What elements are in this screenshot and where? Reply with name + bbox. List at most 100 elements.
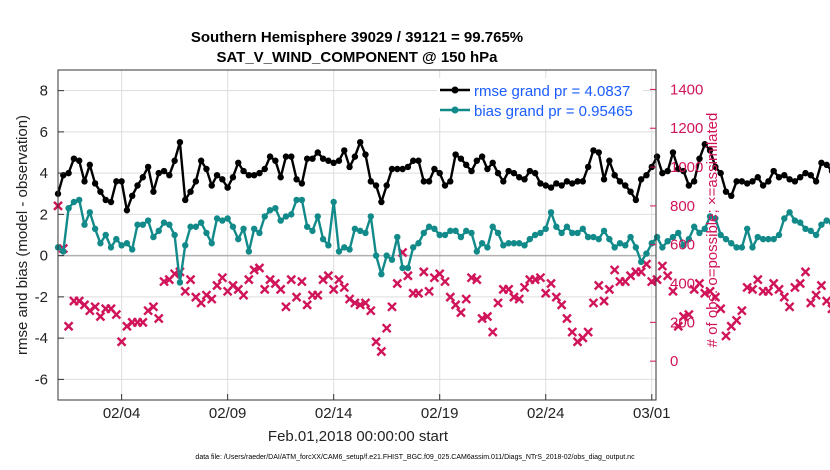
obs-count-marker [387, 301, 397, 312]
rmse-point [282, 153, 290, 160]
bias-point [383, 252, 390, 259]
bias-point [807, 227, 815, 235]
rmse-point [637, 176, 645, 183]
obs-count-marker [466, 272, 477, 283]
obs-count-marker [63, 321, 74, 332]
obs-count-marker [567, 327, 578, 337]
bias-point [648, 240, 655, 247]
rmse-point [155, 169, 162, 177]
bias-point [107, 244, 115, 251]
rmse-point [129, 192, 136, 200]
rmse-point [521, 176, 528, 183]
rmse-point [802, 169, 809, 177]
x-tick-label: 03/01 [633, 405, 671, 422]
rmse-point [590, 147, 597, 154]
bias-point [627, 233, 634, 241]
bias-point [484, 244, 491, 251]
rmse-point [298, 180, 306, 187]
obs-count-marker [747, 284, 758, 295]
obs-count-marker [445, 292, 456, 302]
obs-count-marker [593, 280, 604, 291]
bias-point [129, 246, 136, 253]
obs-count-marker [514, 294, 525, 304]
bias-point [759, 235, 767, 243]
rmse-point [182, 196, 189, 204]
obs-count-marker [456, 307, 466, 318]
rmse-point [579, 178, 587, 185]
rmse-point [611, 171, 618, 179]
bias-point [341, 244, 348, 251]
obs-count-marker [763, 286, 774, 297]
bias-point [770, 235, 777, 243]
bias-point [516, 240, 523, 247]
bias-point [378, 270, 385, 278]
bias-point [367, 213, 374, 220]
obs-count-marker [477, 313, 487, 324]
rmse-point [367, 178, 374, 185]
rmse-point [463, 161, 470, 169]
rmse-point [478, 153, 486, 160]
bias-point [346, 246, 353, 253]
y-tick-label: 0 [40, 248, 48, 265]
rmse-point [208, 182, 215, 189]
rmse-point [399, 165, 406, 173]
legend-rmse-label: rmse grand pr = 4.0837 [474, 83, 630, 100]
bias-point [812, 231, 820, 239]
bias-point [155, 227, 162, 235]
bias-point [510, 240, 518, 247]
obs-count-marker [699, 288, 710, 299]
bias-point [494, 229, 502, 237]
rmse-point [288, 153, 295, 160]
obs-count-marker [461, 294, 472, 304]
bias-point [431, 225, 438, 233]
legend-rmse-marker [451, 86, 459, 94]
obs-count-marker [137, 317, 148, 328]
rmse-point [372, 182, 380, 189]
rmse-point [293, 176, 300, 183]
bias-point [436, 231, 443, 239]
obs-count-marker [413, 288, 424, 299]
x-axis-label: Feb.01,2018 00:00:00 start [268, 428, 449, 445]
rmse-point [452, 151, 459, 158]
obs-count-marker [392, 278, 403, 289]
bias-point [91, 225, 99, 233]
rmse-point [632, 196, 640, 204]
bias-point [192, 223, 200, 230]
rmse-point [118, 178, 125, 185]
rmse-point [150, 188, 157, 195]
rmse-point [102, 196, 109, 204]
obs-count-marker [795, 278, 806, 289]
rmse-point [277, 174, 284, 181]
bias-point [298, 196, 306, 204]
rmse-point [600, 176, 608, 183]
bias-point [150, 233, 157, 241]
bias-point [547, 209, 555, 216]
bias-point [526, 235, 534, 243]
obs-count-marker [731, 315, 742, 326]
rmse-point [250, 171, 258, 179]
rmse-point [425, 178, 433, 185]
bias-point [224, 215, 231, 222]
obs-count-marker [811, 290, 821, 301]
rmse-point [712, 163, 719, 171]
obs-count-marker [350, 298, 360, 308]
rmse-point [335, 157, 343, 164]
bias-point [463, 227, 470, 235]
rmse-point [97, 188, 104, 195]
y2-tick-label: 800 [670, 198, 695, 215]
obs-count-marker [816, 280, 827, 291]
rmse-point [272, 157, 279, 164]
rmse-point [303, 155, 311, 162]
obs-count-marker [519, 282, 530, 293]
obs-count-marker [684, 309, 694, 320]
obs-count-marker [180, 286, 191, 297]
bias-point [823, 217, 830, 224]
rmse-point [616, 178, 624, 185]
rmse-point [765, 178, 772, 185]
obs-count-marker [440, 276, 450, 287]
rmse-point [526, 167, 534, 175]
bias-point [245, 248, 253, 255]
bias-point [531, 231, 539, 239]
bias-point [765, 235, 772, 243]
rmse-point [500, 178, 507, 185]
